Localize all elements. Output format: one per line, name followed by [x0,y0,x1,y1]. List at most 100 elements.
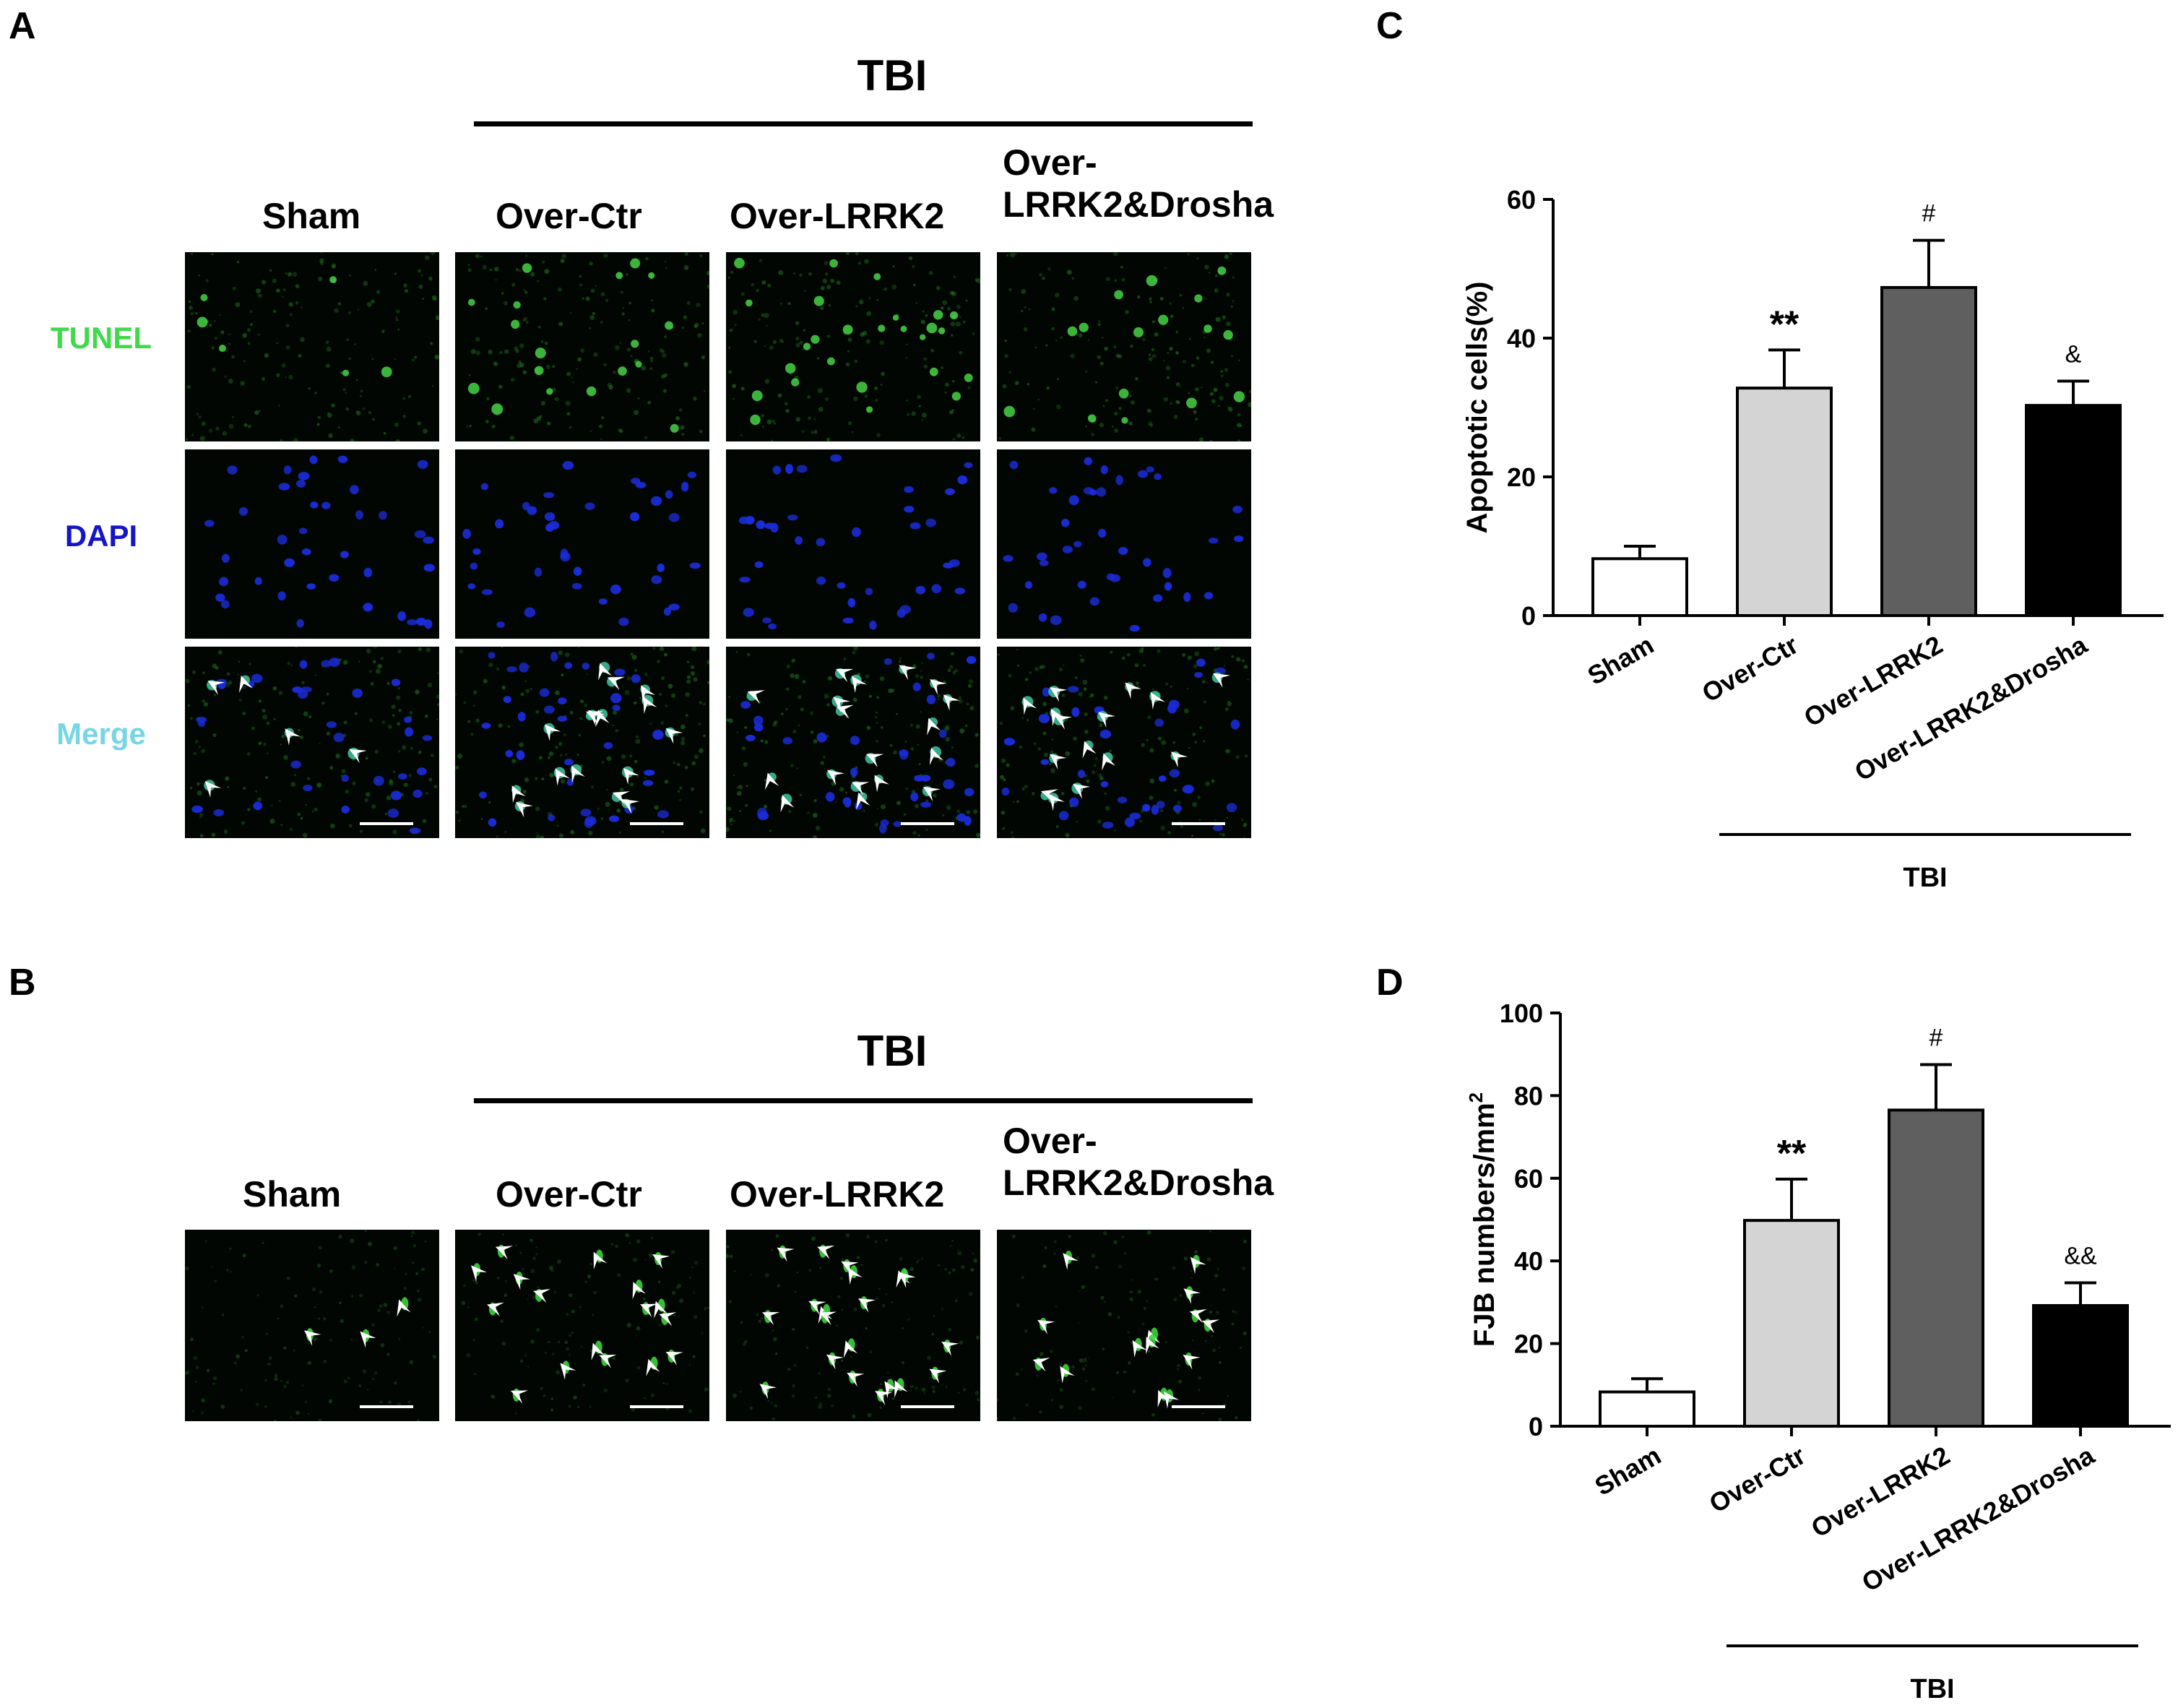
significance-annotation: & [2065,341,2082,368]
x-tick-label: Over-LRRK2&Drosha [1857,1440,2100,1597]
significance-annotation: # [1929,1025,1943,1052]
arrowhead-icon [836,668,854,683]
arrowhead-icon [1032,1358,1050,1372]
bar [1743,1219,1840,1428]
arrowhead-icon [764,772,779,790]
arrowhead-icon [1170,751,1188,768]
row-label-dapi: DAPI [64,519,138,553]
micrograph-dapi-over-ctr [455,449,709,639]
arrowhead-icon [641,685,655,703]
arrowhead-icon [1054,715,1072,730]
arrowhead-icon [1082,741,1097,759]
arrowhead-icon [929,1368,947,1384]
bar [1736,387,1833,617]
micrograph-fjb-sham [185,1230,439,1421]
arrowhead-icon [623,767,639,785]
y-axis-label: FJB numbers/mm2 [1465,1092,1500,1347]
arrowhead-icon [1040,789,1058,803]
tbi-group-label: TBI [1903,863,1947,893]
bar [1591,557,1688,618]
arrowhead-icon [598,663,613,681]
panel-letter-b: B [9,962,36,1004]
arrowhead-icon [533,1288,551,1303]
arrowhead-icon [1157,1389,1172,1407]
arrowhead-icon [1063,1253,1079,1270]
arrowhead-icon [360,1331,376,1348]
arrowhead-icon [238,675,254,693]
arrowhead-icon [515,801,533,818]
arrowhead-icon [866,754,884,767]
panel-letter-a: A [9,5,36,47]
arrowhead-icon [204,780,222,798]
arrowhead-icon [1060,1366,1075,1384]
arrowhead-icon [1037,1319,1055,1334]
arrowhead-icon [1190,1256,1206,1274]
row-label-tunel: TUNEL [51,321,152,355]
column-label-over-lrrk2-a: Over-LRRK2 [730,196,945,236]
bar [1599,1390,1695,1428]
arrowhead-icon [1183,1355,1201,1370]
x-tick-label: Sham [1590,1440,1666,1501]
scale-bar [901,822,954,825]
bar [1880,285,1977,617]
arrowhead-icon [1201,1319,1219,1334]
arrowhead-icon [884,1381,899,1399]
tbi-group-label-b: TBI [857,1027,928,1075]
arrowhead-icon [632,1282,647,1300]
y-tick-label: 80 [1514,1081,1543,1110]
scale-bar [360,822,413,825]
arrowhead-icon [1125,682,1141,699]
y-tick-label: 60 [1507,185,1536,215]
arrowhead-icon [841,1261,859,1276]
arrowhead-icon [599,1354,617,1368]
micrograph-fjb-over-lrrk2-drosha [997,1230,1251,1421]
scale-bar [901,1405,954,1408]
tbi-group-label: TBI [1910,1674,1954,1704]
arrowhead-icon [486,1302,504,1316]
arrowhead-icon [285,728,301,746]
arrowhead-icon [1050,708,1066,726]
arrowhead-icon [818,1311,837,1326]
arrowhead-icon [621,799,639,814]
arrowhead-icon [1049,754,1067,769]
scale-bar [630,822,683,825]
bar [2025,404,2122,617]
y-tick-label: 20 [1514,1329,1543,1359]
x-tick-label: Over-LRRK2&Drosha [1849,629,2093,787]
arrowhead-icon [652,1254,670,1269]
arrowhead-icon [1150,691,1165,709]
arrowhead-icon [1146,1337,1159,1355]
micrograph-dapi-sham [185,449,439,639]
arrowhead-icon [875,1391,893,1405]
arrowhead-icon [827,769,844,785]
micrograph-merge-sham [185,647,439,838]
scale-bar [360,1405,413,1408]
arrowhead-icon [513,1274,530,1290]
panel-letter-d: D [1376,962,1404,1004]
bar [2032,1303,2129,1428]
arrowhead-icon [545,724,561,741]
arrowhead-icon [826,1354,844,1370]
arrowhead-icon [304,1330,321,1346]
x-tick-label: Sham [1583,629,1659,691]
column-label-over-ctr-b: Over-Ctr [496,1174,642,1215]
arrowhead-icon [643,696,657,714]
arrowhead-icon [1164,1391,1180,1409]
y-tick-label: 40 [1507,324,1536,353]
arrowhead-icon [1213,673,1231,688]
arrowhead-icon [511,785,526,803]
column-label-over-lrrk2-drosha-a: Over- LRRK2&Drosha [1003,142,1274,225]
arrowhead-icon [397,1299,411,1317]
y-tick-label: 0 [1521,601,1536,631]
arrowhead-icon [591,1342,605,1360]
arrowhead-icon [654,1301,668,1319]
arrowhead-icon [1073,784,1091,799]
micrograph-tunel-over-ctr [455,252,709,441]
micrograph-merge-over-lrrk2 [726,647,980,838]
arrowhead-icon [747,690,765,704]
arrowhead-icon [1049,793,1065,811]
arrowhead-icon [207,681,225,695]
micrograph-dapi-over-lrrk2-drosha [997,449,1251,639]
tbi-group-label-a: TBI [857,51,928,100]
arrowhead-icon [847,1372,865,1387]
